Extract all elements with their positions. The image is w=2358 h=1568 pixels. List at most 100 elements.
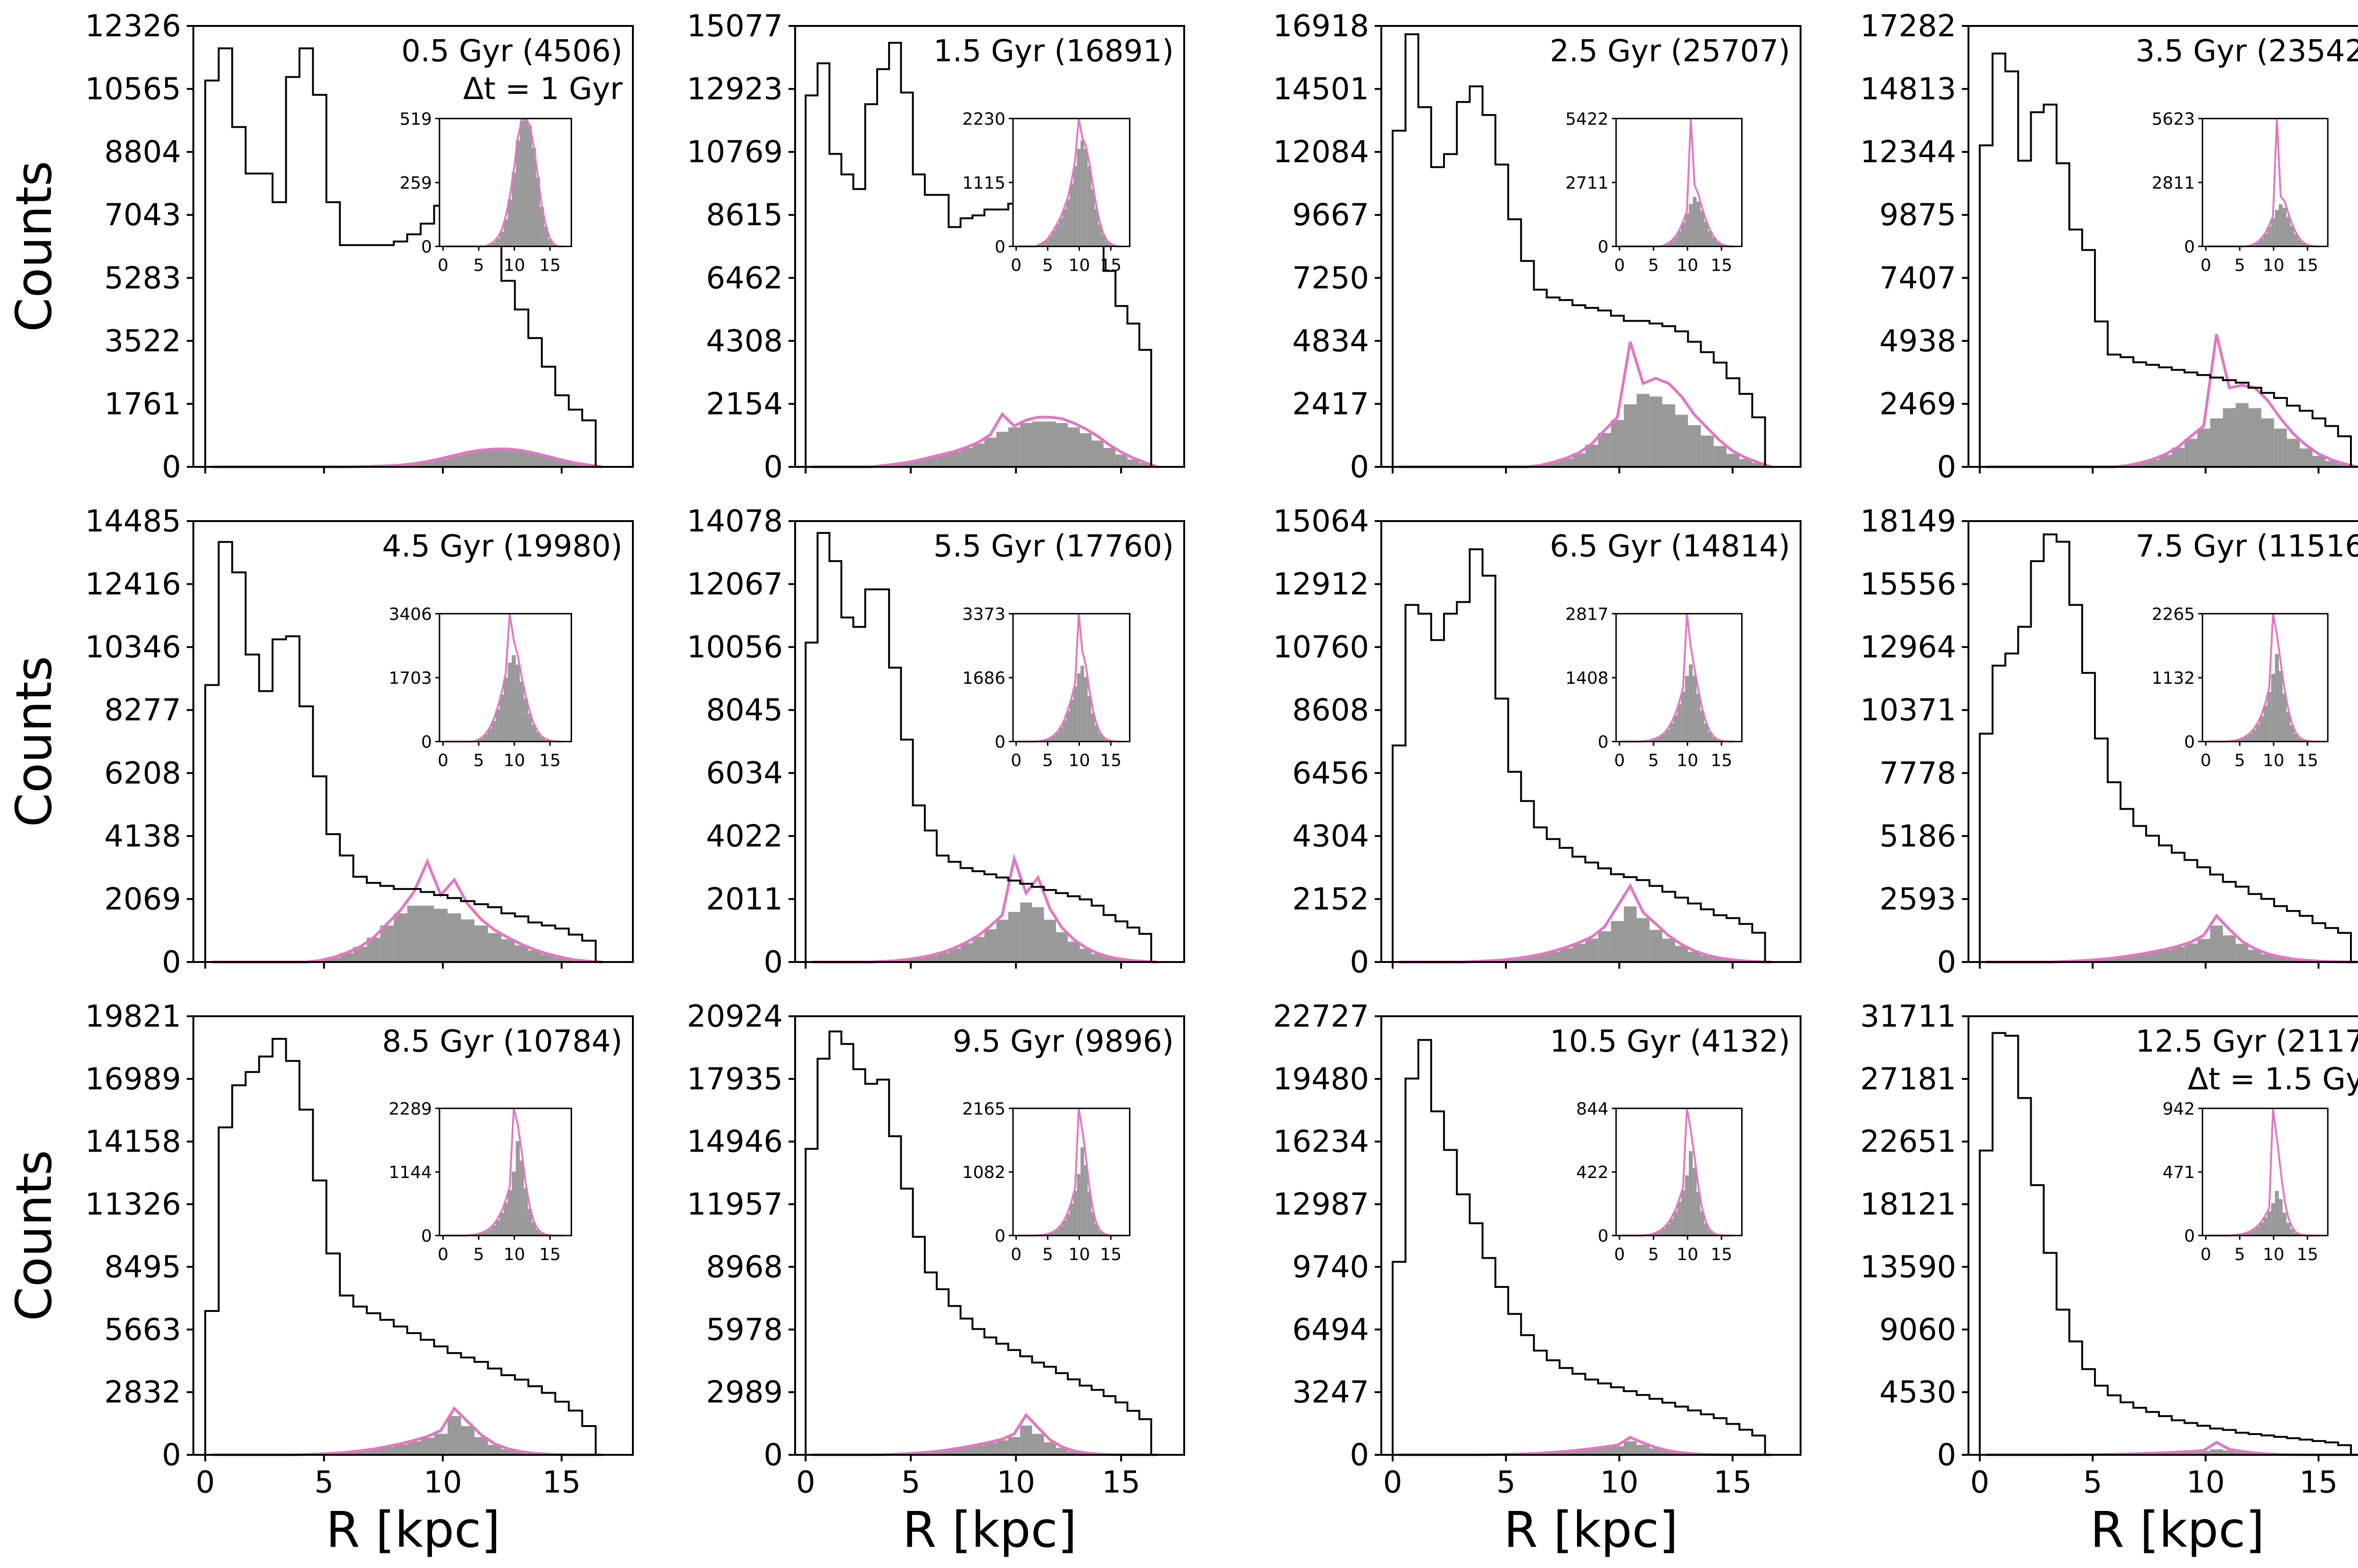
- inset-grey-bar: [540, 737, 544, 742]
- inset-grey-bar: [2263, 705, 2267, 742]
- grey-bar: [1055, 423, 1068, 467]
- grey-bar: [1521, 957, 1534, 962]
- inset-grey-bar: [1696, 1192, 1701, 1236]
- inset-y-tick-label: 2811: [2152, 174, 2195, 193]
- inset: 0 259 519 0 5 10 15: [399, 109, 573, 275]
- inset-y-tick-label: 0: [421, 1227, 432, 1246]
- inset-y-tick-label: 1132: [2152, 669, 2195, 688]
- inset-grey-bar: [2252, 730, 2256, 742]
- grey-bar: [2235, 944, 2249, 962]
- grey-bar: [353, 1451, 367, 1455]
- grey-bar: [501, 449, 515, 467]
- x-tick-label: 5: [1496, 1465, 1516, 1500]
- inset-grey-bar: [2283, 693, 2287, 742]
- grey-bar: [1624, 404, 1637, 467]
- grey-bar: [326, 957, 340, 962]
- inset-x-tick-label: 0: [2200, 751, 2211, 771]
- grey-bar: [1044, 1442, 1056, 1455]
- grey-bar: [488, 449, 502, 467]
- inset-grey-bar: [2294, 733, 2298, 742]
- inset-x-tick-label: 0: [1614, 256, 1625, 275]
- inset-grey-bar: [1696, 694, 1701, 742]
- panel-11: 0 3247 6494 9740 12987 16234 19480 22727 0 5 10 15 1…: [1273, 999, 1802, 1500]
- inset-y-tick-label: 0: [995, 1227, 1005, 1246]
- axes-frame: [794, 520, 1185, 963]
- y-tick-label: 0: [764, 1438, 783, 1473]
- grey-bar: [1534, 954, 1547, 962]
- inset-grey-bar: [1045, 739, 1048, 742]
- inset-grey-bar: [1700, 1211, 1704, 1236]
- x-tick-label: 0: [1970, 1465, 1990, 1500]
- x-tick-label: 5: [901, 1465, 921, 1500]
- y-tick-label: 6494: [1292, 1312, 1369, 1347]
- y-tick-label: 12084: [1273, 135, 1369, 170]
- inset-grey-bar: [2283, 1212, 2287, 1236]
- y-tick-label: 8615: [706, 198, 783, 233]
- inset-x-tick-label: 0: [2200, 256, 2211, 275]
- inset-y-tick-label: 0: [1598, 1227, 1609, 1246]
- grey-bar: [1662, 404, 1676, 467]
- inset-grey-bar: [479, 738, 484, 742]
- inset-y-tick-label: 2711: [1565, 174, 1609, 193]
- y-tick-label: 2011: [706, 882, 783, 917]
- pink-curve: [1986, 334, 2358, 468]
- y-tick-label: 16989: [85, 1062, 181, 1097]
- axes-frame: [192, 25, 634, 468]
- inset-grey-bar: [1073, 166, 1077, 247]
- grey-bar: [2197, 939, 2210, 962]
- grey-bar: [2248, 950, 2261, 962]
- inset-grey-bar: [1070, 700, 1073, 742]
- inset-grey-bar: [1693, 1168, 1697, 1236]
- y-tick-label: 8277: [104, 693, 181, 728]
- x-axis-label: R [kpc]: [2090, 1501, 2265, 1559]
- inset-grey-bar: [1048, 738, 1052, 742]
- inset-x-tick-label: 5: [1042, 256, 1053, 275]
- y-tick-label: 7778: [1879, 756, 1956, 791]
- y-tick-label: 17935: [687, 1062, 783, 1097]
- inset-grey-bar: [499, 694, 504, 742]
- y-tick-label: 0: [162, 945, 181, 980]
- grey-bar: [1611, 1446, 1624, 1455]
- inset-grey-bar: [552, 244, 556, 247]
- panel-8: 0 2593 5186 7778 10371 12964 15556 18149 7.5 Gyr…: [1860, 504, 2358, 980]
- grey-bar: [1713, 446, 1727, 467]
- inset-grey-bar: [1080, 665, 1084, 742]
- inset-grey-bar: [515, 140, 520, 247]
- inset-x-tick-label: 10: [504, 751, 525, 771]
- grey-bar: [1068, 1451, 1080, 1455]
- inset-grey-bar: [528, 1209, 532, 1236]
- inset: 0 471 942 0 5 10 15: [2162, 1099, 2329, 1264]
- grey-bar: [1020, 1425, 1032, 1455]
- inset-grey-bar: [2298, 240, 2302, 247]
- inset-grey-bar: [2271, 1203, 2275, 1236]
- inset-grey-bar: [1095, 725, 1099, 742]
- y-tick-label: 16234: [1273, 1125, 1369, 1160]
- inset-grey-bar: [2252, 244, 2256, 247]
- y-tick-label: 14078: [687, 504, 783, 539]
- grey-bar: [1139, 463, 1152, 467]
- x-tick-label: 10: [2186, 1465, 2225, 1500]
- inset-y-tick-label: 844: [1576, 1099, 1609, 1119]
- inset-grey-bar: [495, 709, 500, 742]
- inset-grey-bar: [531, 1222, 536, 1236]
- grey-bar: [1560, 948, 1573, 962]
- inset-grey-bar: [479, 1233, 484, 1236]
- grey-bar: [984, 1443, 996, 1455]
- grey-bar: [1701, 435, 1714, 467]
- grey-bar: [960, 448, 973, 467]
- inset: 0 1115 2230 0 5 10 15: [962, 109, 1130, 275]
- inset-y-tick-label: 2289: [389, 1099, 432, 1119]
- y-tick-label: 12416: [85, 567, 181, 602]
- inset-grey-bar: [1704, 221, 1708, 247]
- grey-bar: [393, 1444, 407, 1455]
- y-tick-label: 4308: [706, 324, 783, 359]
- grey-bar: [2184, 439, 2198, 467]
- grey-bar: [1115, 454, 1128, 467]
- inset-grey-bar: [1105, 739, 1109, 742]
- x-tick-label: 0: [796, 1465, 815, 1500]
- grey-bar: [1688, 425, 1701, 467]
- inset-y-tick-label: 3373: [962, 605, 1005, 624]
- grey-bar: [972, 937, 985, 962]
- grey-bar: [948, 451, 961, 467]
- grey-bar: [1739, 459, 1752, 467]
